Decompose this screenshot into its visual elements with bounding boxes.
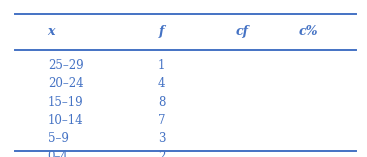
Text: 10–14: 10–14 <box>48 114 83 127</box>
Text: 7: 7 <box>158 114 165 127</box>
Text: 15–19: 15–19 <box>48 96 83 108</box>
Text: 1: 1 <box>158 60 165 72</box>
Text: c%: c% <box>298 25 318 38</box>
Text: 25–29: 25–29 <box>48 60 83 72</box>
Text: 0–4: 0–4 <box>48 150 69 157</box>
Text: 4: 4 <box>158 78 165 90</box>
Text: 5–9: 5–9 <box>48 132 69 145</box>
Text: 3: 3 <box>158 132 165 145</box>
Text: 20–24: 20–24 <box>48 78 83 90</box>
Text: 2: 2 <box>158 150 165 157</box>
Text: 8: 8 <box>158 96 165 108</box>
Text: x: x <box>48 25 55 38</box>
Text: f: f <box>159 25 164 38</box>
Text: cf: cf <box>236 25 249 38</box>
